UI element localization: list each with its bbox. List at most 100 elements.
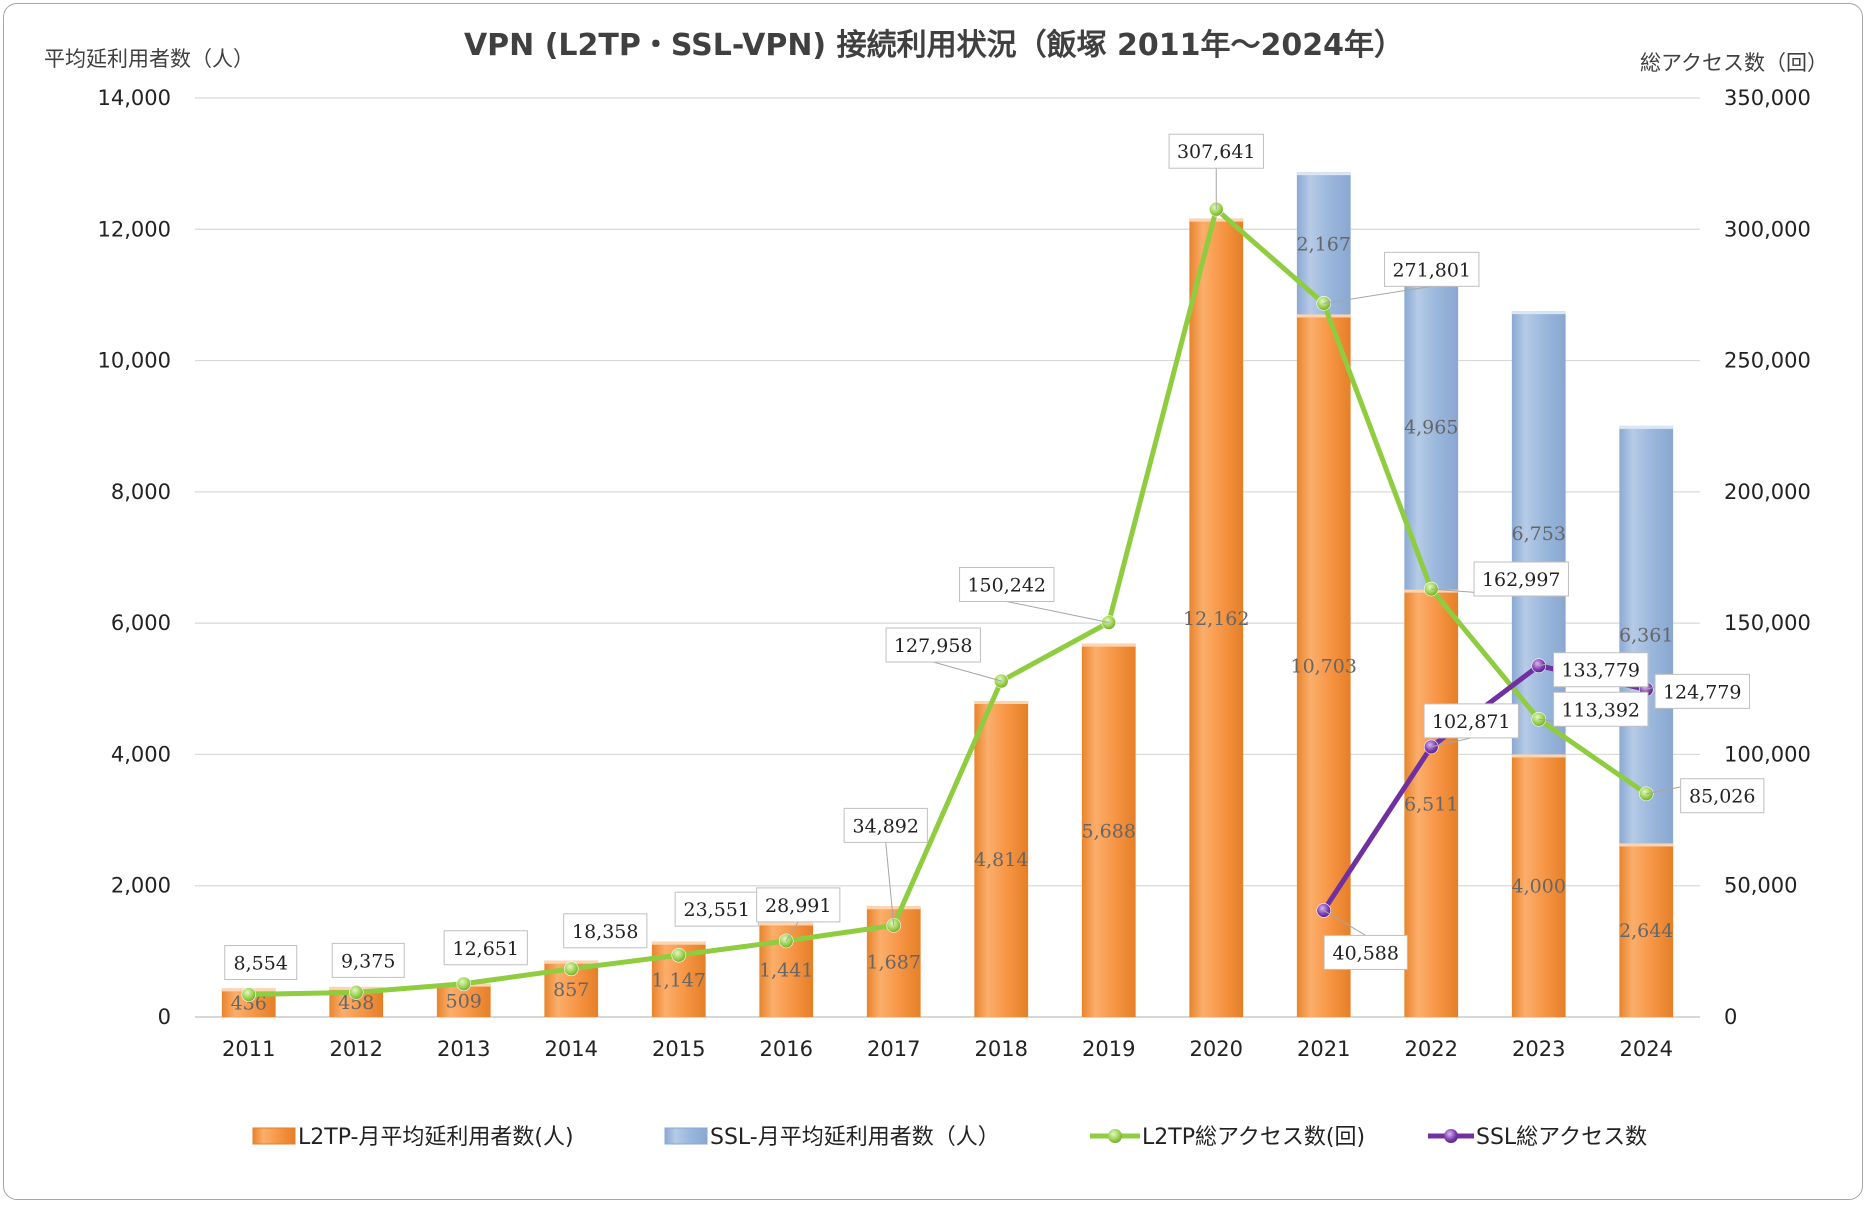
x-axis-tick-label: 2012 bbox=[330, 1037, 383, 1061]
bar-label-l2tp-users: 509 bbox=[446, 990, 482, 1012]
right-axis-tick-label: 0 bbox=[1724, 1005, 1737, 1029]
bar-label-l2tp-users: 1,441 bbox=[759, 960, 813, 982]
label-l2tp-access: 18,358 bbox=[572, 921, 638, 943]
right-axis-tick-label: 200,000 bbox=[1724, 480, 1811, 504]
bar-l2tp-users bbox=[1511, 754, 1566, 1017]
x-axis-tick-label: 2015 bbox=[652, 1037, 705, 1061]
label-ssl-access: 40,588 bbox=[1333, 942, 1399, 964]
bar-label-l2tp-users: 5,688 bbox=[1082, 820, 1136, 842]
bar-l2tp-users-top-edge bbox=[1189, 218, 1244, 222]
leader-line-l2tp-access bbox=[1006, 601, 1109, 623]
legend-swatch-l2tp-users bbox=[252, 1127, 296, 1145]
label-ssl-access: 133,779 bbox=[1561, 660, 1640, 682]
label-l2tp-access: 9,375 bbox=[341, 950, 395, 972]
bar-label-l2tp-users: 1,687 bbox=[867, 952, 921, 974]
x-axis-tick-label: 2020 bbox=[1190, 1037, 1243, 1061]
left-axis-tick-label: 6,000 bbox=[111, 611, 171, 635]
bar-l2tp-users-top-edge bbox=[866, 906, 921, 910]
label-l2tp-access: 23,551 bbox=[684, 899, 750, 921]
legend-label-ssl-users: SSL-月平均延利用者数（人） bbox=[710, 1125, 1000, 1150]
label-box-l2tp-access bbox=[1168, 133, 1264, 169]
marker-l2tp-access bbox=[241, 987, 257, 1002]
bar-l2tp-users-top-edge bbox=[1296, 314, 1351, 318]
bar-ssl-users-top-edge bbox=[1296, 172, 1351, 176]
bar-label-l2tp-users: 458 bbox=[338, 992, 374, 1014]
bar-labels: 436 458 509 857 1,147 1,441 1,687 4,814 5,688 12,… bbox=[231, 233, 1674, 1014]
right-axis-tick-label: 100,000 bbox=[1724, 742, 1811, 766]
x-axis-tick-label: 2011 bbox=[222, 1037, 275, 1061]
x-axis-tick-label: 2013 bbox=[437, 1037, 490, 1061]
left-axis-tick-label: 4,000 bbox=[111, 742, 171, 766]
label-ssl-access: 124,779 bbox=[1663, 681, 1742, 703]
x-axis-tick-label: 2019 bbox=[1082, 1037, 1135, 1061]
x-axis-tick-label: 2014 bbox=[545, 1037, 598, 1061]
left-axis-tick-label: 14,000 bbox=[98, 86, 171, 110]
axis-ticks: 0 2,000 4,000 6,000 8,000 10,000 12,000 14,000 0… bbox=[98, 86, 1811, 1061]
label-box-l2tp-access bbox=[1473, 561, 1569, 597]
bar-l2tp-users bbox=[1296, 314, 1351, 1017]
gridlines bbox=[195, 97, 1700, 1018]
bar-label-l2tp-users: 1,147 bbox=[652, 969, 706, 991]
label-l2tp-access: 8,554 bbox=[234, 953, 288, 975]
line-labels: 8,554 9,375 12,651 18,358 23,551 28,991 34,892… bbox=[224, 133, 1765, 981]
label-box-l2tp-access bbox=[756, 887, 841, 923]
right-axis-title: 総アクセス数（回） bbox=[1640, 51, 1828, 75]
bar-label-l2tp-users: 436 bbox=[231, 993, 267, 1015]
legend-item-ssl-access: SSL総アクセス数 bbox=[1428, 1125, 1647, 1150]
left-axis-tick-label: 8,000 bbox=[111, 480, 171, 504]
legend-label-l2tp-access: L2TP総アクセス数(回) bbox=[1142, 1125, 1365, 1150]
bar-label-ssl-users: 6,361 bbox=[1619, 625, 1673, 647]
bar-l2tp-users bbox=[1081, 643, 1136, 1017]
bar-l2tp-users-top-edge bbox=[1081, 643, 1136, 647]
marker-l2tp-access bbox=[563, 961, 579, 977]
legend-label-l2tp-users: L2TP-月平均延利用者数(人) bbox=[298, 1125, 574, 1150]
x-axis-tick-label: 2023 bbox=[1512, 1037, 1565, 1061]
x-axis-tick-label: 2024 bbox=[1620, 1037, 1673, 1061]
chart-title: VPN (L2TP・SSL-VPN) 接続利用状況（飯塚 2011年～2024年… bbox=[464, 28, 1404, 63]
label-l2tp-access: 150,242 bbox=[967, 575, 1046, 597]
label-box-l2tp-access bbox=[885, 627, 981, 663]
label-l2tp-access: 34,892 bbox=[853, 815, 919, 837]
label-box-ssl-access bbox=[1553, 652, 1649, 688]
label-box-l2tp-access bbox=[1553, 691, 1649, 727]
legend-marker-l2tp-access bbox=[1108, 1129, 1122, 1143]
right-axis-tick-label: 350,000 bbox=[1724, 86, 1811, 110]
label-box-ssl-access bbox=[1423, 703, 1519, 739]
x-axis-tick-label: 2021 bbox=[1297, 1037, 1350, 1061]
left-axis-tick-label: 2,000 bbox=[111, 874, 171, 898]
right-axis-tick-label: 150,000 bbox=[1724, 611, 1811, 635]
label-box-l2tp-access bbox=[224, 945, 298, 981]
bar-l2tp-users bbox=[1404, 589, 1459, 1017]
label-l2tp-access: 162,997 bbox=[1482, 569, 1561, 591]
bar-label-l2tp-users: 857 bbox=[553, 979, 589, 1001]
leader-line-l2tp-access bbox=[785, 921, 799, 942]
marker-l2tp-access bbox=[348, 985, 364, 1000]
bar-label-l2tp-users: 4,814 bbox=[974, 849, 1028, 871]
label-l2tp-access: 113,392 bbox=[1561, 699, 1640, 721]
label-l2tp-access: 85,026 bbox=[1689, 786, 1755, 808]
leader-line-l2tp-access bbox=[933, 661, 1002, 682]
bar-label-l2tp-users: 6,511 bbox=[1404, 793, 1458, 815]
legend-item-l2tp-access: L2TP総アクセス数(回) bbox=[1090, 1125, 1365, 1150]
legend-label-ssl-access: SSL総アクセス数 bbox=[1476, 1125, 1647, 1150]
bar-label-l2tp-users: 2,644 bbox=[1619, 920, 1673, 942]
bar-l2tp-users-top-edge bbox=[1619, 843, 1674, 847]
leader-line-l2tp-access bbox=[885, 842, 895, 926]
left-axis-tick-label: 12,000 bbox=[98, 217, 171, 241]
bar-l2tp-users-top-edge bbox=[1511, 754, 1566, 758]
x-axis-tick-label: 2018 bbox=[975, 1037, 1028, 1061]
bar-label-ssl-users: 4,965 bbox=[1404, 417, 1458, 439]
label-box-l2tp-access bbox=[1680, 778, 1765, 814]
bar-ssl-users-top-edge bbox=[1619, 425, 1674, 429]
bar-label-l2tp-users: 4,000 bbox=[1512, 876, 1566, 898]
label-box-l2tp-access bbox=[443, 930, 528, 966]
x-axis-tick-label: 2017 bbox=[867, 1037, 920, 1061]
bar-label-ssl-users: 6,753 bbox=[1512, 523, 1566, 545]
right-axis-tick-label: 50,000 bbox=[1724, 874, 1797, 898]
x-axis-tick-label: 2016 bbox=[760, 1037, 813, 1061]
label-l2tp-access: 271,801 bbox=[1392, 259, 1471, 281]
label-box-l2tp-access bbox=[1384, 251, 1480, 287]
marker-l2tp-access bbox=[671, 947, 687, 963]
label-box-l2tp-access bbox=[674, 891, 759, 927]
